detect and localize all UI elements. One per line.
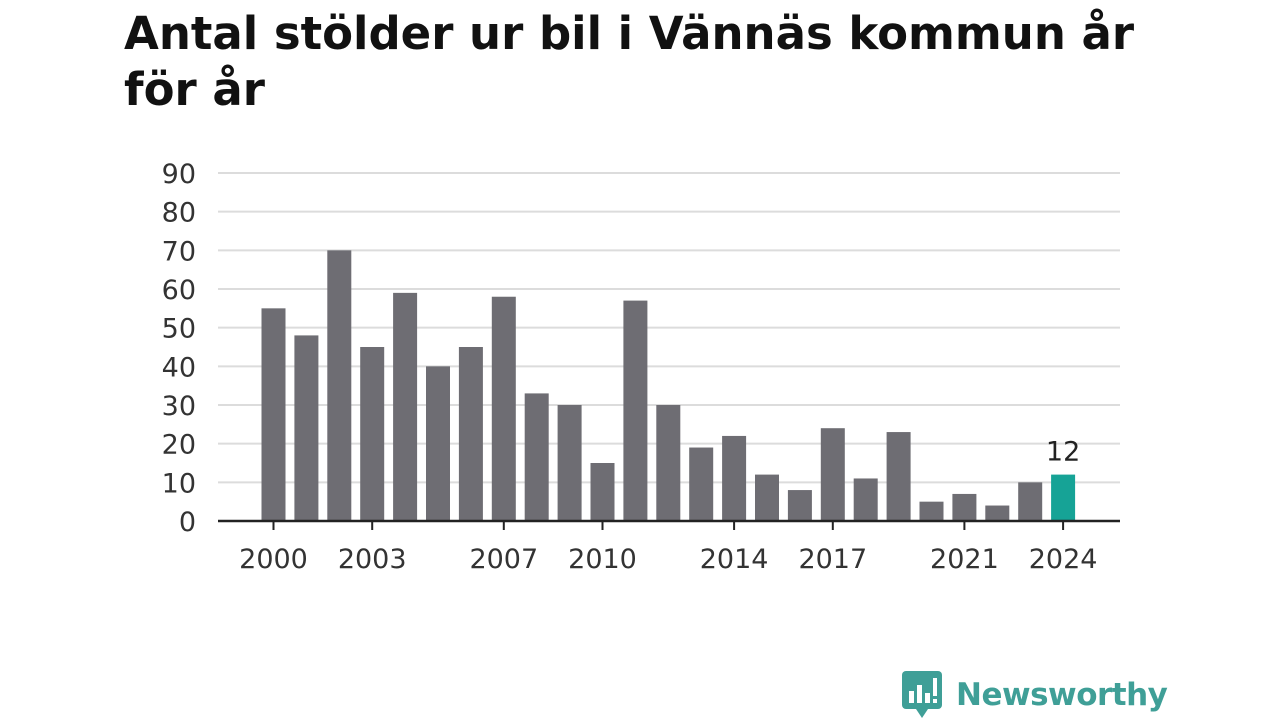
bar-2005 bbox=[426, 366, 450, 521]
bar-2011 bbox=[623, 300, 648, 521]
bar-2003 bbox=[360, 347, 385, 521]
x-tick-label: 2010 bbox=[568, 544, 637, 575]
y-axis-labels: 0 10 20 30 40 50 60 70 80 90 bbox=[162, 159, 196, 538]
x-axis-labels: 2000 2003 2007 2010 2014 2017 2021 2024 bbox=[239, 544, 1097, 575]
y-tick-label: 30 bbox=[162, 391, 196, 422]
x-tick-label: 2003 bbox=[338, 544, 407, 575]
x-tick-label: 2014 bbox=[700, 544, 769, 575]
bar-2009 bbox=[557, 405, 582, 521]
y-tick-label: 40 bbox=[162, 352, 196, 383]
bar-2014 bbox=[722, 435, 747, 521]
bar-2016 bbox=[787, 490, 812, 521]
bar-2010 bbox=[590, 463, 615, 521]
bars bbox=[261, 250, 1076, 522]
y-tick-label: 60 bbox=[162, 275, 196, 306]
newsworthy-logo: Newsworthy bbox=[902, 671, 1168, 719]
bar-2001 bbox=[294, 335, 319, 521]
x-tick-label: 2007 bbox=[469, 544, 538, 575]
bar-2022 bbox=[985, 505, 1010, 521]
y-tick-label: 20 bbox=[162, 430, 196, 461]
bar-2018 bbox=[853, 478, 878, 521]
bar-2002 bbox=[327, 250, 352, 522]
bar-2000 bbox=[261, 308, 286, 521]
bar-2004 bbox=[393, 292, 418, 521]
x-tick-label: 2000 bbox=[239, 544, 308, 575]
bar-2023 bbox=[1018, 482, 1043, 521]
chart-title: Antal stölder ur bil i Vännäs kommun år … bbox=[124, 7, 1135, 116]
newsworthy-logo-icon bbox=[902, 671, 942, 718]
bar-2007 bbox=[491, 296, 516, 521]
bar-2017 bbox=[820, 428, 845, 521]
x-tick-label: 2024 bbox=[1029, 544, 1098, 575]
y-tick-label: 50 bbox=[162, 314, 196, 345]
bar-2020 bbox=[919, 501, 944, 521]
bar-2008 bbox=[524, 393, 549, 521]
bar-2012 bbox=[656, 405, 681, 521]
bar-2019 bbox=[886, 432, 911, 521]
brand-name: Newsworthy bbox=[956, 677, 1168, 713]
bar-2024 bbox=[1051, 474, 1076, 521]
y-tick-label: 10 bbox=[162, 468, 196, 499]
x-axis bbox=[218, 519, 1120, 530]
bar-2006 bbox=[458, 347, 483, 521]
y-tick-label: 70 bbox=[162, 236, 196, 267]
y-tick-label: 90 bbox=[162, 159, 196, 190]
annotations: 12 bbox=[1046, 437, 1080, 468]
bar-2021 bbox=[952, 493, 977, 521]
bar-2015 bbox=[755, 474, 779, 521]
value-label-2024: 12 bbox=[1046, 437, 1080, 468]
x-tick-label: 2021 bbox=[930, 544, 999, 575]
y-tick-label: 80 bbox=[162, 198, 196, 229]
y-tick-label: 0 bbox=[179, 507, 196, 538]
bar-2013 bbox=[689, 447, 714, 521]
x-tick-label: 2017 bbox=[798, 544, 867, 575]
